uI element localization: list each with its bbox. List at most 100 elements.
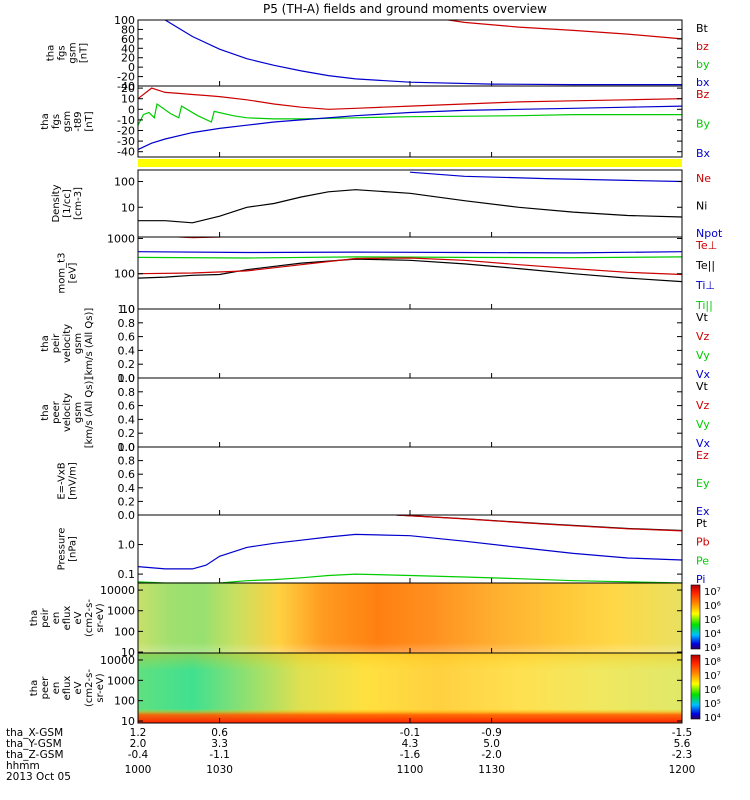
ephemeris-row-label: hhmm	[6, 760, 40, 772]
panel-9: 10⁷ 10⁶ 10⁵ 10⁴ 10³ 10 100 1000 10000 thapeirenef…	[29, 582, 721, 659]
y-tick-label: 1000	[107, 605, 135, 618]
plot-frame	[137, 308, 683, 379]
legend-label: Ne	[696, 172, 711, 185]
ephemeris-value: 2.0	[130, 738, 147, 750]
y-tick-label: 10	[121, 646, 135, 659]
y-tick-label: 0.8	[118, 455, 136, 468]
legend-label: Ni	[696, 200, 707, 213]
legend-label: by	[696, 58, 710, 71]
y-tick-label: 60	[121, 33, 135, 46]
x-tick-label: 1130	[478, 764, 505, 776]
y-tick-label: 1000	[107, 674, 135, 687]
series-line	[138, 573, 682, 583]
legend-label: Vt	[696, 311, 709, 324]
plot-frame	[137, 514, 683, 584]
ephemeris-table: tha_X-GSM 1.2 0.6 -0.1 -0.9 -1.5 tha_Y-GSM 2.0 3…	[6, 727, 695, 783]
colorbar-tick-label: 10⁶	[704, 601, 721, 612]
y-tick-label: -40	[117, 146, 135, 159]
legend-label: Vz	[696, 330, 710, 343]
ephemeris-value: 0.6	[211, 727, 228, 739]
y-tick-label: 0.6	[118, 331, 136, 344]
y-tick-label: 0.0	[118, 509, 136, 522]
legend-label: Pt	[696, 517, 708, 530]
colorbar-tick-label: 10⁷	[704, 671, 721, 682]
y-tick-label: 100	[114, 14, 135, 27]
legend-label: Ey	[696, 477, 710, 490]
ephemeris-value: 5.0	[483, 738, 500, 750]
legend-label: Ti⊥	[695, 279, 715, 292]
panel-8: Pt Pb Pe Pi 0.1 1.0 Pressure[nPa]	[57, 514, 710, 586]
legend-label: Pi	[696, 573, 705, 586]
y-tick-label: 1.0	[118, 303, 136, 316]
colorbar	[690, 584, 701, 650]
y-tick-label: 10000	[100, 584, 135, 597]
plot-frame	[137, 236, 683, 310]
panel-6: VtVzVyVx0.00.20.40.60.81.0thapeervelocit…	[40, 372, 711, 454]
y-tick-label: 100	[114, 268, 135, 281]
series-line	[138, 256, 682, 259]
series-line	[138, 87, 682, 110]
legend-label: bz	[696, 40, 709, 53]
panels: Btbzbybx-40-20020406080100thafgsgsm[nT]B…	[29, 14, 723, 728]
legend-label: Bz	[696, 88, 710, 101]
spectrogram-overlay	[138, 653, 682, 723]
y-tick-label: -40	[117, 80, 135, 93]
y-tick-label: 20	[121, 82, 135, 95]
legend-label: Vy	[696, 418, 710, 431]
colorbar	[690, 654, 701, 720]
series-line	[138, 257, 682, 276]
series-line	[396, 515, 682, 532]
y-axis-label: thapeerenefluxeV(cm2-s-sr-eV)	[29, 669, 106, 707]
y-tick-label: 0.4	[118, 413, 136, 426]
y-tick-label: 100	[114, 625, 135, 638]
y-tick-label: 0	[128, 103, 135, 116]
legend-label: Vx	[696, 368, 711, 381]
y-tick-label: 0.0	[118, 372, 136, 385]
ephemeris-value: 5.6	[674, 738, 691, 750]
y-tick-label: 1.0	[118, 441, 136, 454]
legend-label: Bx	[696, 147, 711, 160]
y-axis-label: Pressure[nPa]	[57, 528, 79, 571]
colorbar-tick-label: 10⁵	[704, 615, 721, 626]
legend-label: Te⊥	[695, 239, 717, 252]
plot-frame	[137, 446, 683, 516]
legend-label: Pb	[696, 536, 710, 549]
series-line	[409, 171, 682, 183]
ephemeris-value: -0.4	[128, 749, 149, 761]
y-tick-label: 0.4	[118, 344, 136, 357]
y-tick-label: 0.2	[118, 358, 136, 371]
y-tick-label: 100	[114, 695, 135, 708]
panel-3: Ne Ni Npot 10 100 Density[1/cc][cm-3]	[51, 169, 723, 240]
y-tick-label: -10	[117, 114, 135, 127]
panel-4: Te⊥ Te|| Ti⊥ Ti|| 10 100 1000 mom_t3[eV]	[57, 232, 718, 316]
panel-10: 10⁸ 10⁷ 10⁶ 10⁵ 10⁴ 10 100 1000 10000 thapeerenef…	[29, 652, 721, 728]
ephemeris-value: -2.0	[481, 749, 502, 761]
legend-label: Te||	[695, 259, 715, 272]
y-tick-label: -30	[117, 135, 135, 148]
legend-label: Ti||	[695, 299, 713, 312]
series-line	[138, 251, 682, 254]
colorbar-tick-label: 10⁴	[704, 713, 721, 724]
y-tick-label: -20	[117, 125, 135, 138]
y-axis-label: thapeervelocitygsm[km/s (All Qs)]	[40, 377, 95, 449]
y-tick-label: 0.2	[118, 427, 136, 440]
y-tick-label: 1.0	[118, 372, 136, 385]
series-line	[138, 105, 682, 151]
spectrogram-overlay	[138, 583, 682, 653]
y-axis-label: thafgsgsm[nT]	[46, 42, 90, 63]
y-tick-label: 1.0	[118, 539, 136, 552]
y-tick-label: 80	[121, 23, 135, 36]
ephemeris-value: 1.2	[130, 727, 147, 739]
y-tick-label: 0.4	[118, 482, 136, 495]
x-tick-label: 1000	[125, 764, 152, 776]
ephemeris-row-label: 2013 Oct 05	[6, 771, 71, 783]
legend-label: Pe	[696, 554, 709, 567]
y-tick-label: 0.0	[118, 441, 136, 454]
x-tick-label: 1200	[669, 764, 696, 776]
y-axis-label: thafgsgsm-t89[nT]	[40, 111, 95, 132]
ephemeris-value: -1.5	[672, 727, 693, 739]
y-tick-label: 10	[121, 715, 135, 728]
